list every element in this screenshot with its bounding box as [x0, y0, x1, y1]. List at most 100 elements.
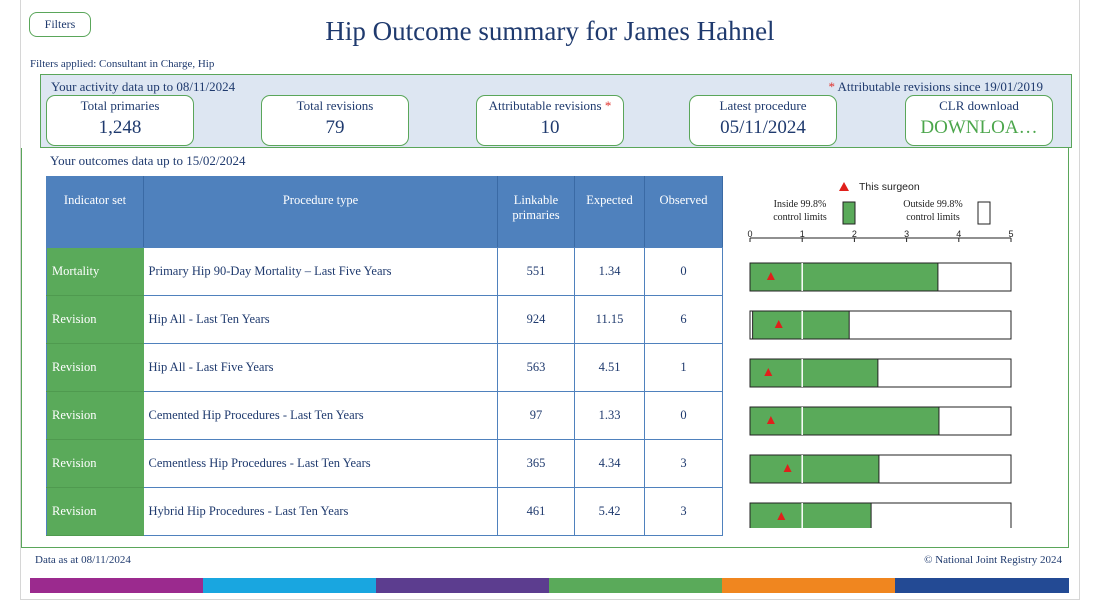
procedure-type-cell: Hybrid Hip Procedures - Last Ten Years: [143, 487, 498, 536]
stripe-segment: [895, 578, 1069, 593]
procedure-type-cell: Cementless Hip Procedures - Last Ten Yea…: [143, 439, 498, 488]
inside-limit-bar: [749, 262, 939, 292]
card-label: Total primaries: [80, 98, 160, 113]
column-header: Linkable primaries: [497, 176, 575, 248]
table-header-row: Indicator set Procedure type Linkable pr…: [46, 176, 723, 248]
expected-cell: 1.34: [574, 247, 645, 296]
observed-cell: 3: [644, 439, 723, 488]
legend-inside-wrap: Inside 99.8% control limits: [773, 199, 827, 223]
outcomes-label: Your outcomes data up to 15/02/2024: [50, 153, 246, 168]
expected-cell: 11.15: [574, 295, 645, 344]
expected-cell: 1.33: [574, 391, 645, 440]
card-label: Attributable revisions *: [477, 98, 623, 114]
stripe-segment: [722, 578, 896, 593]
indicator-set-cell: Mortality: [46, 247, 144, 296]
table-row[interactable]: Revision Cementless Hip Procedures - Las…: [46, 439, 723, 488]
activity-label: Your activity data up to 08/11/2024: [51, 79, 236, 94]
table-row[interactable]: Revision Cemented Hip Procedures - Last …: [46, 391, 723, 440]
linkable-cell: 461: [497, 487, 575, 536]
tick-label: 0: [747, 229, 752, 239]
surgeon-marker: [764, 368, 773, 376]
observed-cell: 6: [644, 295, 723, 344]
column-header: Procedure type: [143, 176, 498, 248]
tick-label: 5: [1008, 229, 1013, 239]
activity-panel: Your activity data up to 08/11/2024 * At…: [40, 74, 1072, 148]
card-value: 1,248: [98, 117, 142, 138]
table-row[interactable]: Revision Hip All - Last Ten Years 924 11…: [46, 295, 723, 344]
copyright: © National Joint Registry 2024: [924, 554, 1062, 566]
indicator-set-cell: Revision: [46, 487, 144, 536]
card-attributable-revisions: Attributable revisions * 10: [476, 95, 624, 146]
outcomes-table: Indicator set Procedure type Linkable pr…: [46, 176, 723, 536]
column-header: Expected: [574, 176, 645, 248]
card-total-revisions: Total revisions 79: [261, 95, 409, 146]
inside-limit-bar: [749, 502, 872, 528]
legend-svg: This surgeon Inside 99.8% control limits…: [773, 181, 991, 225]
legend-outside-swatch: [977, 201, 991, 225]
attributable-note-text: Attributable revisions since 19/01/2019: [837, 79, 1043, 94]
card-latest-procedure: Latest procedure 05/11/2024: [689, 95, 837, 146]
surgeon-marker-icon: [839, 182, 849, 191]
legend-outside-wrap: Outside 99.8% control limits: [903, 199, 963, 223]
surgeon-marker: [766, 416, 775, 424]
card-total-primaries: Total primaries 1,248: [46, 95, 194, 146]
indicator-set-cell: Revision: [46, 439, 144, 488]
card-label: Total revisions: [296, 98, 374, 113]
card-value: 10: [540, 117, 560, 138]
card-value: 05/11/2024: [720, 117, 806, 138]
table-row[interactable]: Revision Hybrid Hip Procedures - Last Te…: [46, 487, 723, 536]
procedure-type-cell: Hip All - Last Five Years: [143, 343, 498, 392]
table-row[interactable]: Mortality Primary Hip 90-Day Mortality –…: [46, 247, 723, 296]
card-label-text: Attributable revisions: [488, 98, 602, 113]
observed-cell: 3: [644, 487, 723, 536]
inside-limit-bar: [749, 406, 940, 436]
surgeon-marker: [766, 272, 775, 280]
card-label: CLR download: [939, 98, 1019, 113]
procedure-type-cell: Primary Hip 90-Day Mortality – Last Five…: [143, 247, 498, 296]
asterisk-icon: *: [828, 79, 836, 94]
card-value: 79: [325, 117, 345, 138]
data-as-at: Data as at 08/11/2024: [35, 554, 131, 566]
card-label: Latest procedure: [719, 98, 807, 113]
expected-cell: 4.51: [574, 343, 645, 392]
linkable-cell: 365: [497, 439, 575, 488]
stripe-segment: [549, 578, 723, 593]
table-row[interactable]: Revision Hip All - Last Five Years 563 4…: [46, 343, 723, 392]
observed-cell: 0: [644, 391, 723, 440]
legend-this-surgeon: This surgeon: [859, 181, 920, 193]
stripe-segment: [376, 578, 550, 593]
expected-cell: 5.42: [574, 487, 645, 536]
column-header: Observed: [644, 176, 723, 248]
filters-button[interactable]: Filters: [29, 12, 91, 37]
observed-cell: 0: [644, 247, 723, 296]
surgeon-marker: [783, 464, 792, 472]
clr-download-link[interactable]: DOWNLOA…: [920, 117, 1038, 138]
chart-legend: This surgeon Inside 99.8% control limits…: [760, 178, 1020, 233]
legend-inside-swatch: [842, 201, 856, 225]
inside-limit-bar: [749, 454, 880, 484]
linkable-cell: 563: [497, 343, 575, 392]
indicator-set-cell: Revision: [46, 391, 144, 440]
inside-limit-bar: [752, 310, 850, 340]
indicator-set-cell: Revision: [46, 295, 144, 344]
observed-cell: 1: [644, 343, 723, 392]
page-frame: [20, 0, 1080, 600]
tick-label: 3: [904, 229, 909, 239]
surgeon-marker: [774, 320, 783, 328]
surgeon-marker: [777, 512, 786, 520]
linkable-cell: 551: [497, 247, 575, 296]
tick-label: 2: [852, 229, 857, 239]
stripe-segment: [30, 578, 204, 593]
inside-limit-bar: [749, 358, 879, 388]
card-clr-download[interactable]: CLR download DOWNLOA…: [905, 95, 1053, 146]
column-header: Indicator set: [46, 176, 144, 248]
procedure-type-cell: Cemented Hip Procedures - Last Ten Years: [143, 391, 498, 440]
stripe-segment: [203, 578, 377, 593]
expected-cell: 4.34: [574, 439, 645, 488]
legend-outside-label: Outside 99.8% control limits: [903, 199, 963, 223]
funnel-chart: 0 1 2 3 4 5: [747, 229, 1014, 528]
tick-label: 1: [800, 229, 805, 239]
linkable-cell: 924: [497, 295, 575, 344]
tick-label: 4: [956, 229, 961, 239]
page-title: Hip Outcome summary for James Hahnel: [325, 16, 775, 46]
